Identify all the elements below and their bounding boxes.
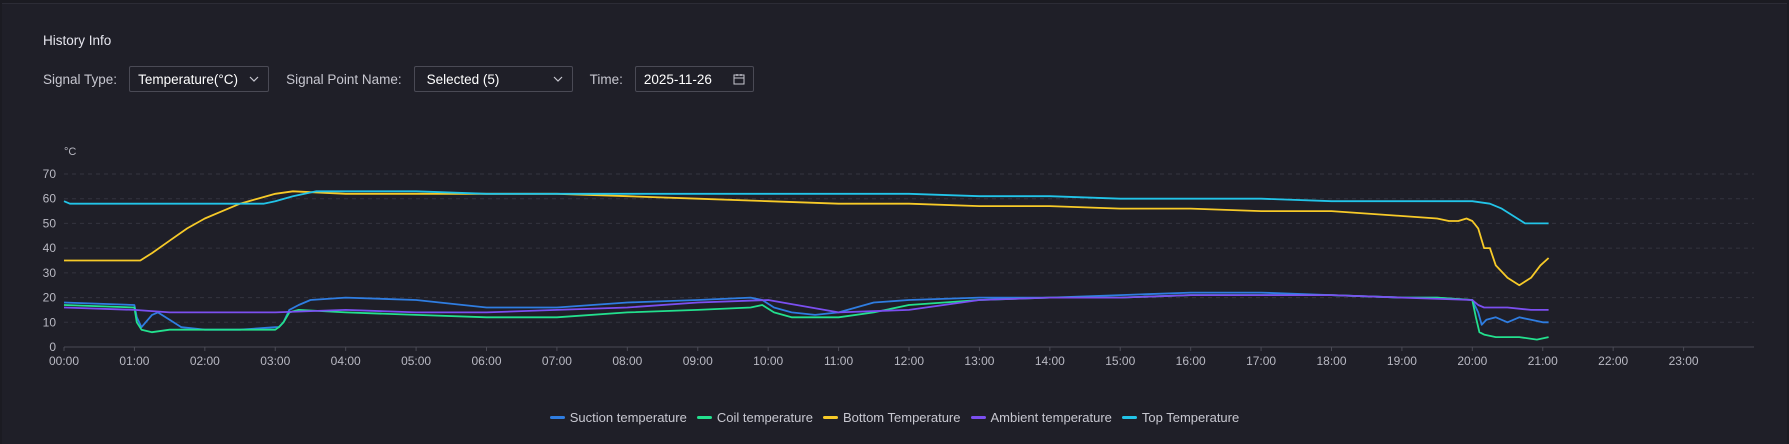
grid-lines — [64, 173, 1754, 348]
series-line-ambient-temperature — [63, 294, 1549, 314]
signal-type-value: Temperature(°C) — [138, 71, 238, 87]
x-tick-label: 07:00 — [542, 354, 572, 368]
legend-label: Bottom Temperature — [842, 410, 961, 425]
x-tick-label: 16:00 — [1176, 354, 1206, 368]
legend-item[interactable]: Ambient temperature — [970, 410, 1112, 425]
x-tick-label: 12:00 — [894, 354, 924, 368]
y-tick-label: 40 — [43, 241, 57, 255]
x-tick-label: 06:00 — [471, 354, 501, 368]
x-tick-label: 20:00 — [1457, 354, 1487, 368]
legend-label: Top Temperature — [1141, 410, 1240, 425]
legend-item[interactable]: Bottom Temperature — [822, 410, 961, 425]
x-axis: 00:00 01:00 02:00 03:00 04:00 05:00 06:00 07:00… — [49, 347, 1699, 368]
page-title: History Info — [43, 33, 112, 48]
x-tick-label: 02:00 — [190, 354, 220, 368]
signal-point-value: Selected (5) — [426, 71, 500, 87]
date-value: 2025-11-26 — [643, 71, 712, 87]
time-label: Time: — [589, 71, 623, 87]
y-tick-label: 0 — [49, 340, 56, 354]
series-lines — [63, 190, 1550, 341]
chart-legend: Suction temperature Coil temperature Botto… — [0, 410, 1789, 425]
x-tick-label: 05:00 — [401, 354, 431, 368]
x-tick-label: 00:00 — [49, 354, 79, 368]
series-line-top-temperature — [63, 190, 1549, 225]
x-tick-label: 14:00 — [1035, 354, 1065, 368]
x-tick-label: 15:00 — [1105, 354, 1135, 368]
signal-point-select[interactable]: Selected (5) — [413, 66, 573, 92]
x-tick-label: 01:00 — [119, 354, 149, 368]
signal-point-label: Signal Point Name: — [286, 71, 402, 87]
legend-item[interactable]: Top Temperature — [1121, 410, 1240, 425]
filter-bar: Signal Type: Temperature(°C) Signal Poin… — [43, 65, 754, 93]
x-tick-label: 10:00 — [753, 354, 783, 368]
legend-label: Coil temperature — [716, 410, 813, 425]
legend-swatch — [822, 416, 838, 419]
calendar-icon — [733, 74, 745, 85]
x-tick-label: 23:00 — [1669, 354, 1699, 368]
x-tick-label: 03:00 — [260, 354, 290, 368]
y-tick-label: 60 — [43, 192, 57, 206]
y-tick-label: 20 — [43, 291, 57, 305]
legend-item[interactable]: Coil temperature — [696, 410, 813, 425]
signal-type-select[interactable]: Temperature(°C) — [129, 66, 270, 92]
series-line-coil-temperature — [63, 294, 1549, 341]
x-tick-label: 09:00 — [683, 354, 713, 368]
x-tick-label: 13:00 — [964, 354, 994, 368]
legend-label: Ambient temperature — [990, 410, 1112, 425]
legend-label: Suction temperature — [569, 410, 687, 425]
legend-swatch — [970, 416, 986, 419]
series-line-bottom-temperature — [64, 190, 1550, 287]
signal-type-label: Signal Type: — [43, 71, 118, 87]
y-tick-label: 30 — [43, 266, 57, 280]
y-axis: 0 10 20 30 40 50 60 70 — [43, 167, 57, 354]
chevron-down-icon — [249, 76, 259, 82]
x-tick-label: 04:00 — [331, 354, 361, 368]
y-axis-unit: °C — [64, 146, 76, 158]
x-tick-label: 19:00 — [1387, 354, 1417, 368]
legend-swatch — [696, 416, 712, 419]
x-tick-label: 08:00 — [612, 354, 642, 368]
y-tick-label: 50 — [43, 216, 57, 230]
legend-item[interactable]: Suction temperature — [549, 410, 687, 425]
legend-swatch — [1121, 416, 1137, 419]
date-picker[interactable]: 2025-11-26 — [634, 66, 754, 92]
x-tick-label: 21:00 — [1528, 354, 1558, 368]
x-tick-label: 17:00 — [1246, 354, 1276, 368]
x-tick-label: 22:00 — [1598, 354, 1628, 368]
x-tick-label: 11:00 — [824, 354, 853, 368]
y-tick-label: 10 — [43, 315, 57, 329]
y-tick-label: 70 — [43, 167, 57, 181]
x-tick-label: 18:00 — [1316, 354, 1346, 368]
legend-swatch — [549, 416, 565, 419]
chevron-down-icon — [553, 76, 563, 82]
